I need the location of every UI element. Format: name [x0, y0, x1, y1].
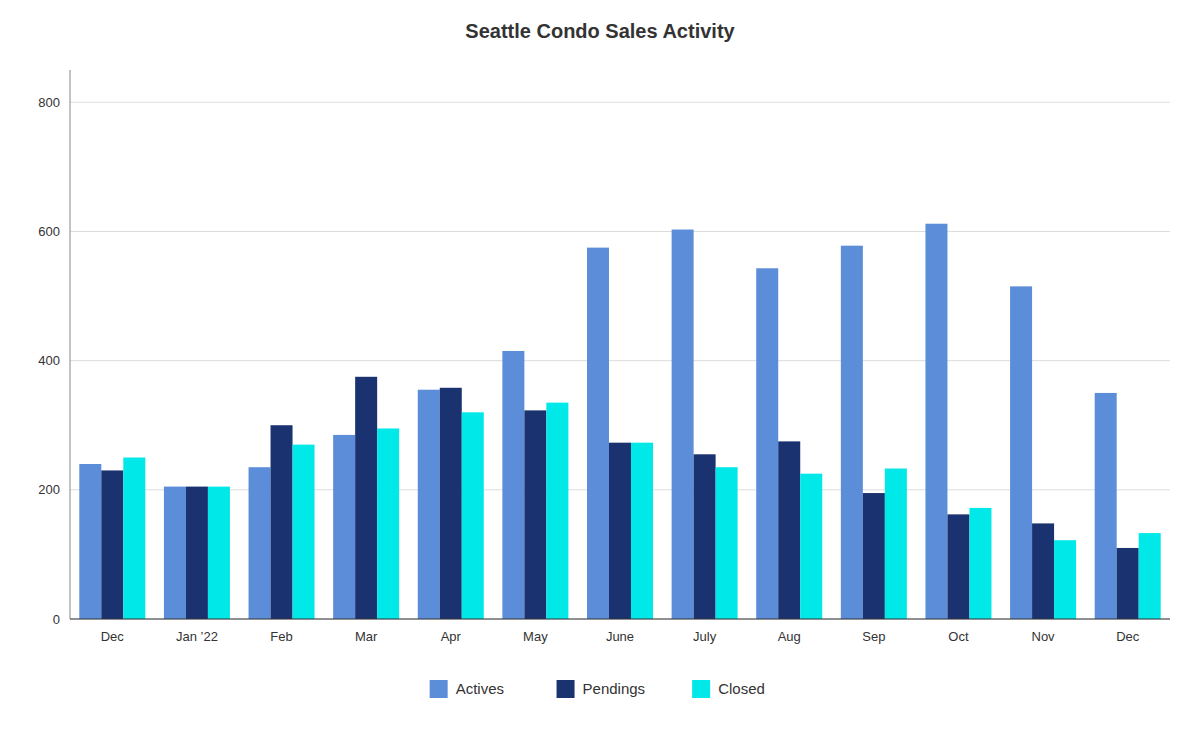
chart-svg: Seattle Condo Sales Activity 0 200 400 600 80…	[0, 0, 1200, 729]
x-tick-label: Dec	[101, 629, 125, 644]
bar: Actives: 240	[79, 464, 101, 619]
legend-swatch	[692, 680, 710, 698]
bar: Pendings: 375	[355, 377, 377, 619]
y-tick-label: 800	[38, 95, 60, 110]
bar: Actives: 543	[756, 268, 778, 619]
bar: Pendings: 110	[1117, 548, 1139, 619]
bars: Actives: 240 Actives: 205 Actives: 235 Acti…	[79, 224, 1160, 619]
bar: Closed: 233	[885, 469, 907, 619]
bar: Closed: 133	[1139, 533, 1161, 619]
x-tick-label: Dec	[1116, 629, 1140, 644]
bar: Closed: 250	[123, 458, 145, 619]
bar: Closed: 270	[293, 445, 315, 619]
bar: Actives: 205	[164, 487, 186, 619]
x-tick-label: Feb	[270, 629, 292, 644]
bar: Pendings: 148	[1032, 523, 1054, 619]
x-tick-label: Jan ’22	[176, 629, 218, 644]
grid-line	[70, 102, 1170, 103]
grid-line	[70, 360, 1170, 361]
legend-label: Closed	[718, 680, 765, 697]
bar: Closed: 335	[546, 403, 568, 619]
x-tick-label: Sep	[862, 629, 885, 644]
x-tick-label: July	[693, 629, 717, 644]
legend-swatch	[557, 680, 575, 698]
page: {"chart_data": {"type": "bar", "title": …	[0, 0, 1200, 729]
x-axis-line	[70, 619, 1170, 620]
grid-line	[70, 619, 1170, 620]
legend-label: Actives	[456, 680, 504, 697]
bar: Actives: 612	[925, 224, 947, 619]
chart-title: Seattle Condo Sales Activity	[465, 20, 735, 42]
x-tick-label: Aug	[778, 629, 801, 644]
bar: Actives: 575	[587, 248, 609, 619]
bar: Pendings: 300	[271, 425, 293, 619]
bar: Actives: 350	[1095, 393, 1117, 619]
y-tick-label: 0	[53, 612, 60, 627]
bar: Closed: 273	[631, 443, 653, 619]
bar: Pendings: 273	[609, 443, 631, 619]
x-tick-label: Mar	[355, 629, 378, 644]
bar: Pendings: 162	[947, 514, 969, 619]
bar: Actives: 235	[249, 467, 271, 619]
grid-line	[70, 231, 1170, 232]
x-tick-label: Apr	[441, 629, 462, 644]
x-tick-label: May	[523, 629, 548, 644]
bar: Pendings: 205	[186, 487, 208, 619]
bar: Closed: 225	[800, 474, 822, 619]
grid	[70, 102, 1170, 619]
bar-series: Pendings: 230 Pendings: 205 Pendings: 300 P…	[101, 377, 1138, 619]
bar: Actives: 415	[502, 351, 524, 619]
legend-label: Pendings	[583, 680, 646, 697]
bar: Closed: 205	[208, 487, 230, 619]
bar: Closed: 320	[462, 412, 484, 619]
bar: Pendings: 358	[440, 388, 462, 619]
legend: Actives Pendings Closed	[430, 680, 765, 698]
bar: Closed: 235	[716, 467, 738, 619]
x-tick-label: June	[606, 629, 634, 644]
legend-swatch	[430, 680, 448, 698]
y-axis-line	[70, 70, 71, 619]
bar-series: Closed: 250 Closed: 205 Closed: 270 Closed:…	[123, 403, 1160, 619]
y-tick-label: 400	[38, 353, 60, 368]
bar: Actives: 515	[1010, 286, 1032, 619]
x-tick-label: Oct	[948, 629, 969, 644]
bar: Closed: 295	[377, 428, 399, 619]
y-tick-label: 200	[38, 482, 60, 497]
bar-series: Actives: 240 Actives: 205 Actives: 235 Acti…	[79, 224, 1116, 619]
bar: Pendings: 230	[101, 470, 123, 619]
bar: Actives: 355	[418, 390, 440, 619]
y-tick-label: 600	[38, 224, 60, 239]
bar: Actives: 285	[333, 435, 355, 619]
bar: Pendings: 275	[778, 441, 800, 619]
bar: Closed: 172	[969, 508, 991, 619]
bar: Actives: 578	[841, 246, 863, 619]
bar: Actives: 603	[672, 230, 694, 619]
bar: Pendings: 255	[694, 454, 716, 619]
bar: Pendings: 195	[863, 493, 885, 619]
chart-container: Seattle Condo Sales Activity 0 200 400 600 80…	[0, 0, 1200, 729]
bar: Closed: 122	[1054, 540, 1076, 619]
bar: Pendings: 323	[524, 410, 546, 619]
x-tick-label: Nov	[1032, 629, 1056, 644]
